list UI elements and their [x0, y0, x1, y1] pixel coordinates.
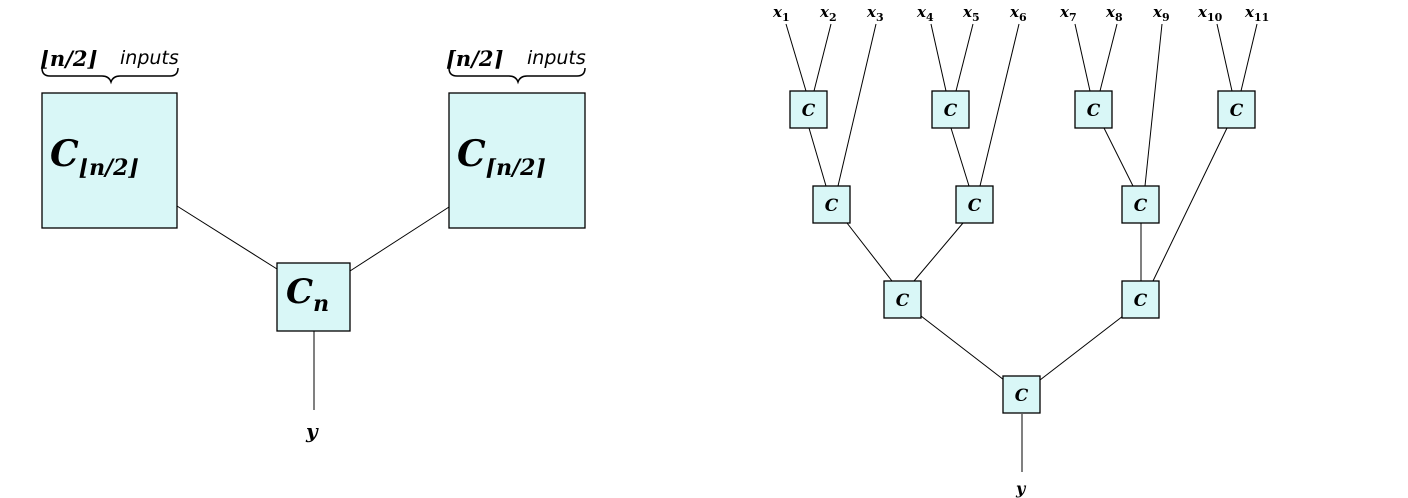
input-label-x9: x9	[1152, 3, 1170, 24]
gate-c-2: C	[931, 90, 970, 129]
gate-label: C	[1230, 101, 1244, 121]
gate-box	[1121, 280, 1160, 319]
gate-box	[812, 185, 851, 224]
gate-c-5: C	[812, 185, 851, 224]
combiner-cn-box	[276, 262, 351, 332]
left-output-y: y	[305, 419, 319, 443]
gate-c-10: C	[1002, 375, 1041, 414]
subcircuit-ceil-label: C⌈n/2⌉	[457, 133, 546, 181]
tree-gates: C C C C C C C C C C	[789, 90, 1256, 414]
gate-label: C	[896, 291, 910, 311]
gate-label: C	[1015, 386, 1029, 406]
floor-inputs-word: inputs	[120, 47, 179, 69]
wire-ceil-to-cn	[349, 206, 450, 272]
recursive-circuit-diagram: ⌊n/2⌋ inputs ⌈n/2⌉ inputs C⌊n/2⌋ C⌈n/2⌉ …	[40, 46, 586, 443]
gate-box	[789, 90, 828, 129]
gate-box	[883, 280, 922, 319]
input-label-x10: x10	[1197, 3, 1223, 24]
input-label-x3: x3	[866, 3, 884, 24]
tree-wires	[785, 23, 1258, 472]
gate-label: C	[968, 196, 982, 216]
tree-circuit-diagram: x1 x2 x3 x4 x5 x6 x7 x8 x9 x10 x11 C C C C C C C C C C y	[772, 3, 1269, 498]
input-label-x7: x7	[1059, 3, 1077, 24]
tree-output-y: y	[1015, 479, 1027, 498]
gate-c-7: C	[1121, 185, 1160, 224]
ceil-input-label: ⌈n/2⌉	[446, 46, 503, 71]
gate-c-3: C	[1074, 90, 1113, 129]
gate-box	[931, 90, 970, 129]
input-label-x2: x2	[819, 3, 837, 24]
gate-box	[1217, 90, 1256, 129]
gate-label: C	[1134, 196, 1148, 216]
input-label-x4: x4	[916, 3, 934, 24]
input-label-x1: x1	[772, 3, 790, 24]
gate-label: C	[825, 196, 839, 216]
gate-box	[1002, 375, 1041, 414]
input-label-x5: x5	[962, 3, 980, 24]
subcircuit-ceil-box	[448, 92, 586, 229]
input-label-x11: x11	[1244, 3, 1269, 24]
tree-input-labels: x1 x2 x3 x4 x5 x6 x7 x8 x9 x10 x11	[772, 3, 1269, 24]
input-label-x6: x6	[1009, 3, 1027, 24]
subcircuit-floor-box	[41, 92, 178, 229]
gate-c-4: C	[1217, 90, 1256, 129]
gate-c-1: C	[789, 90, 828, 129]
gate-box	[955, 185, 994, 224]
ceil-inputs-word: inputs	[527, 47, 586, 69]
input-label-x8: x8	[1105, 3, 1123, 24]
subcircuit-floor-label: C⌊n/2⌋	[50, 133, 139, 181]
gate-label: C	[944, 101, 958, 121]
gate-label: C	[802, 101, 816, 121]
floor-inputs-brace	[41, 67, 179, 85]
gate-label: C	[1087, 101, 1101, 121]
gate-c-6: C	[955, 185, 994, 224]
ceil-inputs-brace	[448, 67, 586, 85]
gate-label: C	[1134, 291, 1148, 311]
gate-c-9: C	[1121, 280, 1160, 319]
combiner-cn-label: Cn	[286, 272, 329, 317]
gate-box	[1074, 90, 1113, 129]
gate-c-8: C	[883, 280, 922, 319]
wire-floor-to-cn	[176, 205, 278, 270]
gate-box	[1121, 185, 1160, 224]
floor-input-label: ⌊n/2⌋	[40, 46, 97, 71]
